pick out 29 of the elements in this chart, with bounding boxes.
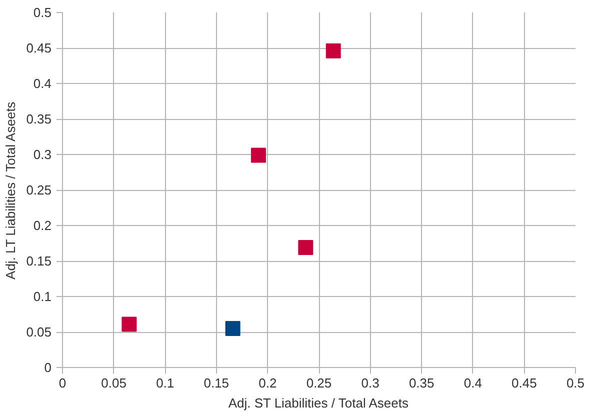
x-tick-label: 0.05 (101, 376, 126, 390)
x-axis-title: Adj. ST Liabilities / Total Aseets (228, 396, 409, 410)
y-tick-label: 0.05 (26, 324, 52, 340)
y-tick-label: 0.25 (26, 182, 52, 198)
x-tick-label: 0.5 (566, 376, 585, 390)
y-tick-label: 0.1 (33, 289, 52, 304)
y-tick-label: 0.5 (33, 5, 52, 20)
point (326, 43, 341, 58)
point (298, 240, 314, 256)
x-tick-label: 0.45 (512, 376, 537, 390)
point (250, 148, 266, 163)
x-tick-label: 0 (58, 376, 66, 390)
point (122, 316, 137, 332)
y-tick-label: 0.15 (26, 254, 52, 268)
point (225, 320, 240, 336)
y-axis-title: Adj. LT Liabilities / Total Aseets (3, 101, 18, 280)
x-tick-label: 0.25 (306, 376, 332, 390)
x-tick-label: 0.35 (408, 376, 434, 390)
y-tick-label: 0.35 (26, 112, 52, 126)
x-tick-label: 0.3 (361, 376, 380, 390)
x-tick-label: 0.15 (204, 376, 230, 390)
y-tick-label: 0.45 (26, 40, 52, 56)
y-tick-label: 0.3 (33, 147, 52, 162)
y-tick-label: 0.4 (33, 76, 52, 91)
x-tick-label: 0.1 (156, 376, 174, 390)
y-tick-label: 0 (44, 360, 52, 375)
x-tick-label: 0.2 (258, 376, 277, 390)
x-tick-label: 0.4 (464, 376, 482, 390)
y-tick-label: 0.2 (33, 218, 52, 233)
